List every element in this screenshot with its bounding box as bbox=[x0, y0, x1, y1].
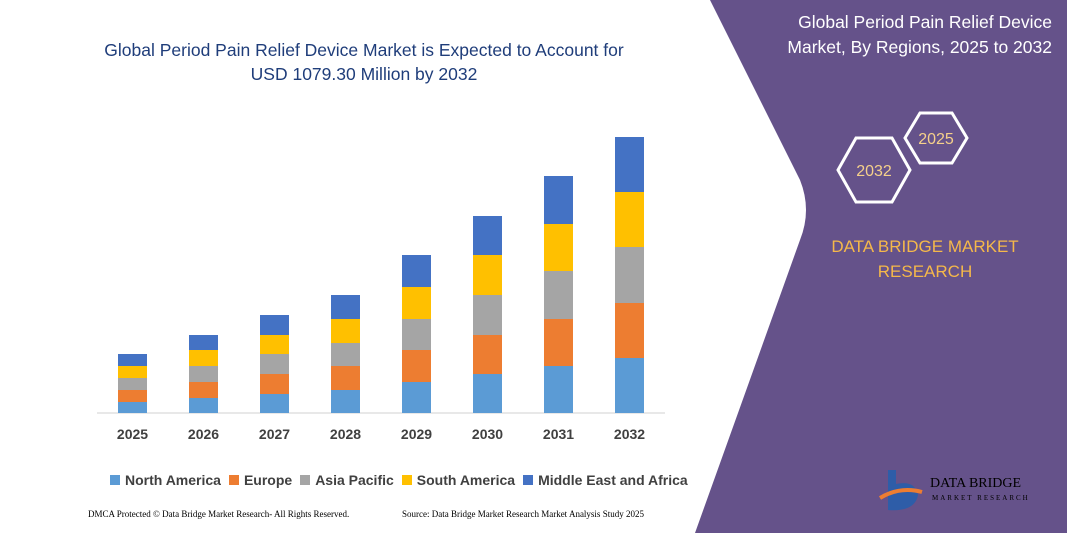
logo-name: DATA BRIDGE bbox=[930, 476, 1021, 491]
bar-segment bbox=[260, 394, 289, 413]
x-tick-label: 2031 bbox=[543, 426, 574, 442]
legend-label: Middle East and Africa bbox=[538, 472, 688, 488]
bar-segment bbox=[544, 176, 573, 224]
legend-label: Asia Pacific bbox=[315, 472, 394, 488]
bar-segment bbox=[331, 295, 360, 319]
x-tick-label: 2025 bbox=[117, 426, 148, 442]
bar-segment bbox=[118, 378, 147, 390]
legend-label: Europe bbox=[243, 472, 293, 488]
legend: North America Europe Asia Pacific South Ame… bbox=[110, 472, 688, 488]
bar-segment bbox=[189, 350, 218, 366]
bar-segment bbox=[402, 350, 431, 382]
bar-segment bbox=[544, 271, 573, 319]
legend-item: North America bbox=[110, 472, 221, 488]
legend-swatch bbox=[228, 475, 239, 485]
bar-segment bbox=[544, 319, 573, 366]
x-tick-label: 2026 bbox=[188, 426, 219, 442]
logo-mark bbox=[878, 488, 923, 500]
bar-segment bbox=[189, 366, 218, 382]
bar-segment bbox=[402, 255, 431, 287]
bar-segment bbox=[473, 255, 502, 295]
logo-tagline: MARKET RESEARCH bbox=[932, 494, 1030, 502]
badge: 2032 bbox=[856, 163, 892, 180]
bar-segment bbox=[189, 335, 218, 350]
bar-segment bbox=[473, 335, 502, 374]
bar-segment bbox=[118, 366, 147, 378]
bar-segment bbox=[615, 247, 644, 303]
bar-segment bbox=[473, 216, 502, 255]
badge: 2025 bbox=[918, 131, 954, 148]
legend-swatch bbox=[300, 475, 311, 485]
bar-segment bbox=[260, 315, 289, 335]
legend-item: Asia Pacific bbox=[300, 472, 394, 488]
side-panel bbox=[695, 0, 1067, 533]
bar-segment bbox=[402, 319, 431, 350]
bar-segment bbox=[118, 390, 147, 402]
bar-segment bbox=[260, 335, 289, 354]
legend-swatch bbox=[523, 475, 534, 485]
bar-segment bbox=[118, 402, 147, 413]
bar-segment bbox=[331, 390, 360, 413]
x-tick-label: 2030 bbox=[472, 426, 503, 442]
bar-segment bbox=[615, 137, 644, 192]
legend-item: Middle East and Africa bbox=[523, 472, 688, 488]
badge-hex bbox=[903, 111, 969, 165]
brand: DATA BRIDGE MARKET RESEARCH bbox=[831, 237, 1019, 281]
legend-label: South America bbox=[416, 472, 516, 488]
chart-title: Global Period Pain Relief Device Market … bbox=[104, 40, 624, 84]
bar-segment bbox=[189, 382, 218, 398]
legend-label: North America bbox=[125, 472, 221, 488]
bar-segment bbox=[615, 358, 644, 413]
footer-source: Source: Data Bridge Market Research Mark… bbox=[402, 509, 644, 519]
x-tick-label: 2029 bbox=[401, 426, 432, 442]
legend-item: South America bbox=[401, 472, 516, 488]
bar-segment bbox=[260, 374, 289, 394]
x-tick-label: 2027 bbox=[259, 426, 290, 442]
bar-segment bbox=[615, 303, 644, 358]
bar-segment bbox=[118, 354, 147, 366]
bar-segment bbox=[402, 382, 431, 413]
bar-segment bbox=[331, 366, 360, 390]
bar-segment bbox=[402, 287, 431, 319]
bar-segment bbox=[331, 343, 360, 366]
legend-item: Europe bbox=[228, 472, 293, 488]
bar-segment bbox=[473, 374, 502, 413]
x-tick-label: 2028 bbox=[330, 426, 361, 442]
bar-segment bbox=[544, 366, 573, 413]
bar-segment bbox=[331, 319, 360, 343]
panel-title: Global Period Pain Relief Device Market,… bbox=[787, 12, 1052, 57]
footer-rights: DMCA Protected © Data Bridge Market Rese… bbox=[88, 509, 350, 519]
badge-hex bbox=[836, 136, 912, 204]
bar-segment bbox=[189, 398, 218, 413]
bar-segment bbox=[260, 354, 289, 374]
bar-segment bbox=[473, 295, 502, 335]
bar-segment bbox=[544, 224, 573, 271]
x-tick-label: 2032 bbox=[614, 426, 645, 442]
legend-swatch bbox=[110, 475, 120, 485]
bar-segment bbox=[615, 192, 644, 247]
legend-swatch bbox=[401, 475, 412, 485]
